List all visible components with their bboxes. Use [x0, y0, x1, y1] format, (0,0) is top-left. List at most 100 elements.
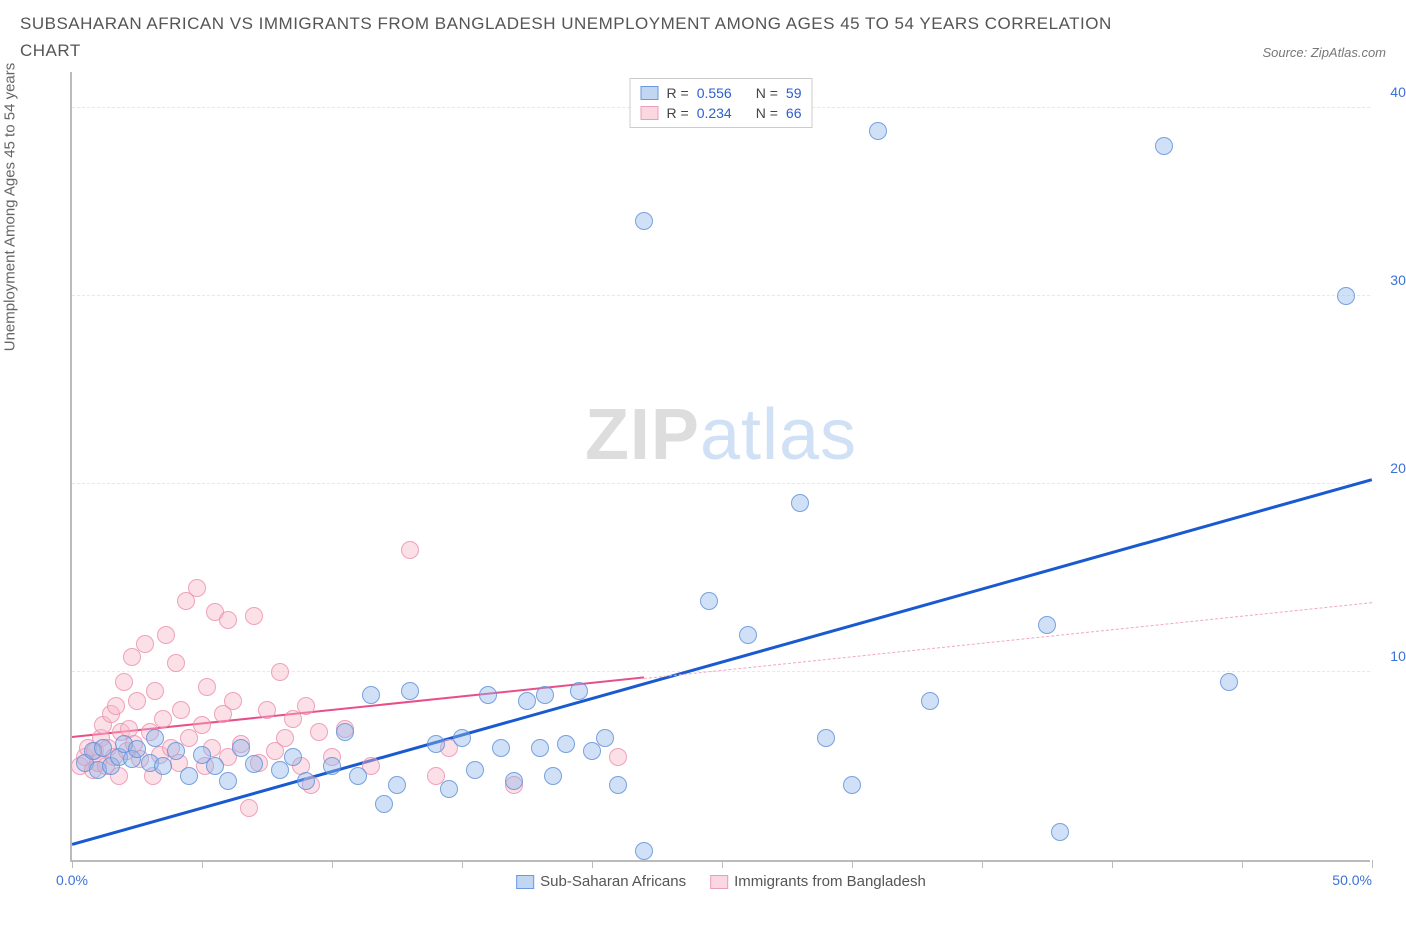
legend-series: Sub-Saharan Africans Immigrants from Bang…	[516, 873, 926, 890]
data-point	[453, 729, 471, 747]
data-point	[167, 654, 185, 672]
data-point	[276, 729, 294, 747]
data-point	[136, 635, 154, 653]
legend-label: Immigrants from Bangladesh	[734, 873, 926, 890]
data-point	[479, 686, 497, 704]
data-point	[531, 739, 549, 757]
legend-row: R = 0.234 N = 66	[641, 103, 802, 123]
x-tick	[72, 860, 73, 868]
data-point	[336, 723, 354, 741]
data-point	[843, 776, 861, 794]
legend-swatch	[516, 875, 534, 889]
data-point	[635, 842, 653, 860]
data-point	[232, 739, 250, 757]
legend-row: R =0.556N =59	[641, 83, 802, 103]
data-point	[115, 673, 133, 691]
data-point	[1038, 616, 1056, 634]
x-tick	[462, 860, 463, 868]
data-point	[609, 776, 627, 794]
data-point	[544, 767, 562, 785]
data-point	[193, 716, 211, 734]
chart-source: Source: ZipAtlas.com	[1262, 45, 1386, 60]
legend-r-label: R =	[667, 105, 689, 121]
legend-swatch	[641, 86, 659, 100]
x-tick	[1372, 860, 1373, 868]
legend-n-value: 66	[786, 105, 802, 121]
chart-container: Unemployment Among Ages 45 to 54 years Z…	[20, 72, 1386, 902]
data-point	[224, 692, 242, 710]
data-point	[245, 607, 263, 625]
chart-header: SUBSAHARAN AFRICAN VS IMMIGRANTS FROM BA…	[20, 10, 1386, 64]
x-tick	[852, 860, 853, 868]
data-point	[107, 697, 125, 715]
y-tick-label: 40.0%	[1390, 84, 1406, 100]
data-point	[219, 611, 237, 629]
data-point	[557, 735, 575, 753]
data-point	[310, 723, 328, 741]
data-point	[323, 757, 341, 775]
data-point	[401, 541, 419, 559]
data-point	[518, 692, 536, 710]
data-point	[198, 678, 216, 696]
data-point	[609, 748, 627, 766]
data-point	[258, 701, 276, 719]
data-point	[219, 772, 237, 790]
data-point	[817, 729, 835, 747]
data-point	[596, 729, 614, 747]
data-point	[167, 742, 185, 760]
data-point	[188, 579, 206, 597]
x-tick-label: 0.0%	[56, 872, 88, 888]
data-point	[388, 776, 406, 794]
data-point	[921, 692, 939, 710]
data-point	[206, 757, 224, 775]
x-tick	[1112, 860, 1113, 868]
data-point	[157, 626, 175, 644]
legend-item: Sub-Saharan Africans	[516, 873, 686, 890]
data-point	[240, 799, 258, 817]
x-tick	[722, 860, 723, 868]
gridline	[72, 671, 1370, 672]
legend-swatch	[641, 106, 659, 120]
legend-label: Sub-Saharan Africans	[540, 873, 686, 890]
data-point	[700, 592, 718, 610]
gridline	[72, 483, 1370, 484]
data-point	[154, 710, 172, 728]
y-tick-label: 10.0%	[1390, 648, 1406, 664]
data-point	[284, 748, 302, 766]
data-point	[492, 739, 510, 757]
x-tick	[982, 860, 983, 868]
y-axis-label: Unemployment Among Ages 45 to 54 years	[2, 63, 19, 352]
legend-item: Immigrants from Bangladesh	[710, 873, 926, 890]
x-tick	[332, 860, 333, 868]
data-point	[427, 735, 445, 753]
data-point	[1337, 287, 1355, 305]
gridline	[72, 295, 1370, 296]
data-point	[180, 767, 198, 785]
data-point	[791, 494, 809, 512]
legend-n-label: N =	[756, 105, 778, 121]
data-point	[154, 757, 172, 775]
x-tick	[592, 860, 593, 868]
legend-r-value: 0.556	[697, 85, 732, 101]
data-point	[869, 122, 887, 140]
data-point	[172, 701, 190, 719]
data-point	[297, 697, 315, 715]
data-point	[739, 626, 757, 644]
legend-r-value: 0.234	[697, 105, 732, 121]
x-tick-label: 50.0%	[1332, 872, 1372, 888]
data-point	[245, 755, 263, 773]
trend-line	[72, 478, 1373, 845]
data-point	[1051, 823, 1069, 841]
data-point	[146, 682, 164, 700]
data-point	[128, 692, 146, 710]
data-point	[505, 772, 523, 790]
data-point	[297, 772, 315, 790]
chart-title: SUBSAHARAN AFRICAN VS IMMIGRANTS FROM BA…	[20, 10, 1120, 64]
data-point	[362, 686, 380, 704]
data-point	[146, 729, 164, 747]
data-point	[440, 780, 458, 798]
y-tick-label: 30.0%	[1390, 272, 1406, 288]
data-point	[349, 767, 367, 785]
x-tick	[1242, 860, 1243, 868]
data-point	[375, 795, 393, 813]
